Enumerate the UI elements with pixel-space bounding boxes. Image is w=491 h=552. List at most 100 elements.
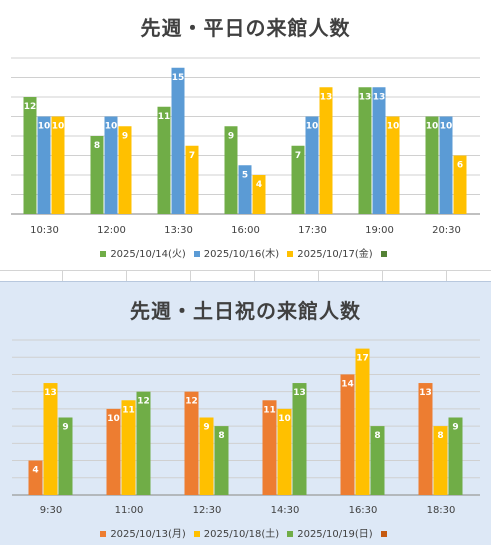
chart-title: 先週・土日祝の来館人数	[130, 299, 361, 323]
bar	[252, 175, 266, 214]
x-tick-label: 12:00	[97, 225, 126, 236]
data-label: 9	[228, 131, 234, 141]
bar	[185, 145, 199, 214]
bar	[418, 383, 433, 495]
bar	[106, 408, 121, 495]
legend-label: 2025/10/19(日)	[297, 529, 373, 540]
bar	[386, 116, 400, 214]
legend-swatch	[380, 531, 387, 537]
data-label: 12	[185, 397, 198, 407]
bar	[184, 391, 199, 495]
data-label: 13	[373, 92, 386, 102]
data-label: 10	[426, 122, 439, 132]
bar	[157, 106, 171, 214]
bar	[305, 116, 319, 214]
legend-swatch	[193, 531, 200, 537]
legend: 2025/10/13(月) 2025/10/18(土) 2025/10/19(日)	[0, 525, 491, 540]
data-label: 8	[437, 431, 443, 441]
x-tick-label: 17:30	[298, 225, 327, 236]
x-tick-label: 20:30	[432, 225, 461, 236]
data-label: 14	[341, 379, 354, 389]
legend-item	[380, 249, 391, 260]
bar	[104, 116, 118, 214]
bar	[448, 417, 463, 495]
bar	[355, 348, 370, 495]
bar	[453, 155, 467, 214]
bar	[238, 165, 252, 214]
data-label: 11	[122, 405, 135, 415]
x-tick-label: 18:30	[427, 505, 456, 516]
data-label: 15	[172, 73, 185, 83]
bar	[43, 383, 58, 495]
data-label: 12	[137, 397, 150, 407]
data-label: 12	[24, 102, 37, 112]
legend-swatch	[100, 531, 107, 537]
chart-title: 先週・平日の来館人数	[140, 16, 351, 40]
bar	[439, 116, 453, 214]
data-label: 13	[419, 388, 432, 398]
bar	[214, 426, 229, 495]
x-tick-label: 11:00	[115, 505, 144, 516]
legend-label: 2025/10/16(木)	[203, 249, 280, 260]
bar	[90, 136, 104, 214]
legend-item	[380, 529, 391, 540]
bar	[319, 87, 333, 214]
data-label: 10	[105, 122, 118, 132]
legend-label: 2025/10/18(土)	[203, 529, 280, 540]
bar	[292, 383, 307, 495]
legend-swatch	[100, 251, 107, 257]
bar	[370, 426, 385, 495]
x-tick-label: 16:30	[349, 505, 378, 516]
bar	[358, 87, 372, 214]
bar	[291, 145, 305, 214]
bar	[224, 126, 238, 214]
bar	[199, 417, 214, 495]
data-label: 13	[293, 388, 306, 398]
data-label: 10	[52, 122, 65, 132]
bar	[23, 97, 37, 214]
data-label: 9	[62, 423, 68, 433]
data-label: 10	[38, 122, 51, 132]
legend-swatch	[287, 251, 294, 257]
weekday-chart-panel: 先週・平日の来館人数 12 10 10 10:30 8 10 9 12:00 11 15 7 13:3…	[0, 0, 491, 270]
legend-label: 2025/10/13(月)	[110, 529, 186, 540]
legend-item: 2025/10/18(土)	[193, 525, 280, 540]
bar	[118, 126, 132, 214]
bar	[372, 87, 386, 214]
bar	[37, 116, 51, 214]
bar	[51, 116, 65, 214]
holiday-chart-panel: 先週・土日祝の来館人数 4 13 9 9:30 10 11 12 11:00 12 9 8 12:30…	[0, 281, 491, 545]
x-tick-label: 13:30	[164, 225, 193, 236]
data-label: 11	[158, 112, 171, 122]
data-label: 4	[32, 466, 38, 476]
x-tick-label: 12:30	[193, 505, 222, 516]
data-label: 8	[374, 431, 380, 441]
data-label: 17	[356, 354, 369, 364]
x-tick-label: 19:00	[365, 225, 394, 236]
legend-item: 2025/10/19(日)	[287, 525, 373, 540]
data-label: 10	[306, 122, 319, 132]
legend-label: 2025/10/14(火)	[110, 249, 186, 260]
legend-swatch	[193, 251, 200, 257]
data-label: 10	[440, 122, 453, 132]
data-label: 8	[94, 141, 100, 151]
legend-swatch	[287, 531, 294, 537]
data-label: 11	[263, 405, 276, 415]
legend-item: 2025/10/13(月)	[100, 525, 186, 540]
x-tick-label: 10:30	[30, 225, 59, 236]
x-tick-label: 14:30	[271, 505, 300, 516]
data-label: 9	[203, 423, 209, 433]
data-label: 8	[218, 431, 224, 441]
bar	[262, 400, 277, 495]
legend-swatch	[380, 251, 387, 257]
bar	[340, 374, 355, 495]
x-tick-label: 16:00	[231, 225, 260, 236]
bar	[58, 417, 73, 495]
bar	[136, 391, 151, 495]
bar	[425, 116, 439, 214]
legend-item: 2025/10/14(火)	[100, 245, 186, 260]
bar	[121, 400, 136, 495]
data-label: 10	[387, 122, 400, 132]
bar	[277, 408, 292, 495]
